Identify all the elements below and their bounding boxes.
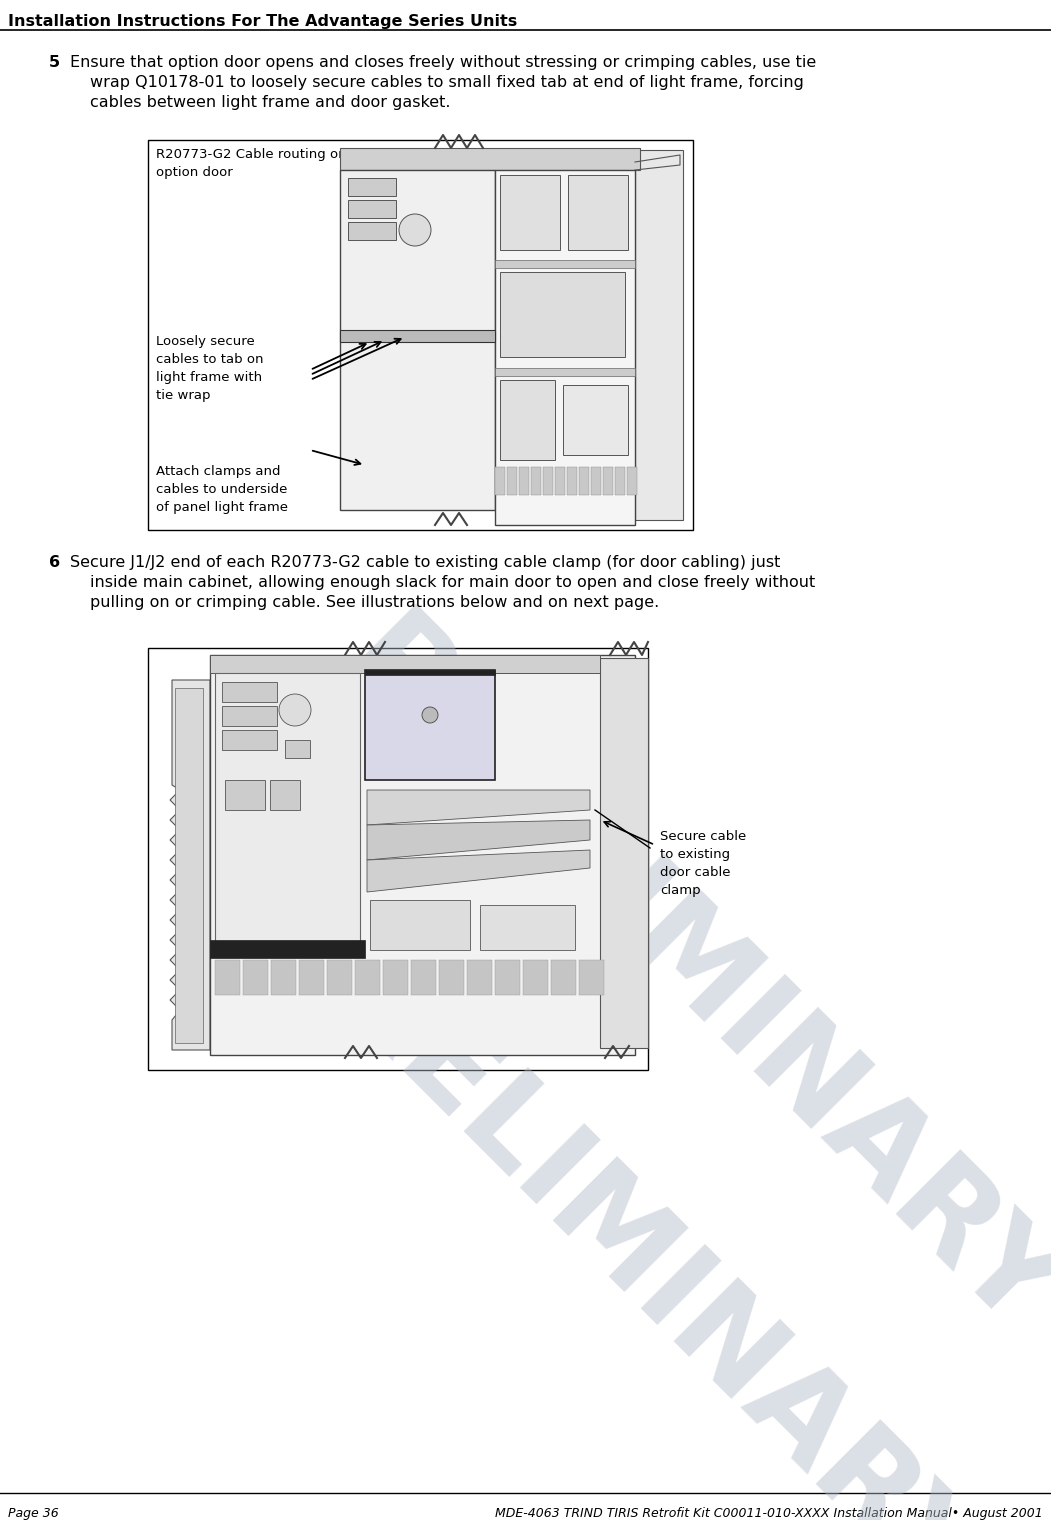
Text: Ensure that option door opens and closes freely without stressing or crimping ca: Ensure that option door opens and closes… (70, 55, 817, 70)
Bar (467, 961, 492, 996)
Bar (298, 961, 324, 996)
Bar (370, 900, 470, 950)
Bar (495, 260, 635, 268)
Bar (222, 682, 277, 702)
Bar (523, 961, 548, 996)
Bar (210, 655, 600, 673)
Bar (495, 467, 504, 496)
Bar (555, 467, 565, 496)
Bar (495, 368, 635, 375)
Bar (507, 467, 517, 496)
Circle shape (279, 695, 311, 727)
Bar (365, 670, 495, 675)
Bar (243, 961, 268, 996)
Text: inside main cabinet, allowing enough slack for main door to open and close freel: inside main cabinet, allowing enough sla… (90, 575, 816, 590)
Bar (568, 175, 628, 249)
Bar (591, 467, 601, 496)
Text: PRELIMINARY: PRELIMINARY (321, 600, 1051, 1359)
Text: 6: 6 (49, 555, 60, 570)
Bar (210, 655, 635, 1055)
Bar (495, 170, 635, 524)
Bar (215, 961, 240, 996)
Bar (341, 170, 495, 511)
Polygon shape (367, 850, 590, 892)
Bar (500, 175, 560, 249)
Bar (341, 147, 640, 170)
Bar (222, 705, 277, 727)
Bar (500, 380, 555, 461)
Bar (627, 467, 637, 496)
Bar (439, 961, 463, 996)
Text: Page 36: Page 36 (8, 1506, 59, 1520)
Text: Secure cable
to existing
door cable
clamp: Secure cable to existing door cable clam… (660, 830, 746, 897)
Bar (222, 730, 277, 749)
Bar (551, 961, 576, 996)
Polygon shape (170, 679, 210, 1050)
Bar (348, 201, 396, 217)
Bar (348, 178, 396, 196)
Bar (635, 150, 683, 520)
Text: cables between light frame and door gasket.: cables between light frame and door gask… (90, 94, 451, 109)
Text: R20773-G2 Cable routing on
option door: R20773-G2 Cable routing on option door (156, 147, 347, 179)
Text: PRELIMINARY: PRELIMINARY (241, 871, 1000, 1520)
Text: Secure J1/J2 end of each R20773-G2 cable to existing cable clamp (for door cabli: Secure J1/J2 end of each R20773-G2 cable… (70, 555, 781, 570)
Bar (341, 330, 495, 342)
Bar (210, 939, 365, 958)
Bar (603, 467, 613, 496)
Bar (215, 673, 360, 942)
Text: Installation Instructions For The Advantage Series Units: Installation Instructions For The Advant… (8, 14, 517, 29)
Bar (519, 467, 529, 496)
Bar (600, 658, 648, 1047)
Bar (383, 961, 408, 996)
Bar (355, 961, 380, 996)
Bar (579, 961, 604, 996)
Text: 5: 5 (49, 55, 60, 70)
Bar (480, 904, 575, 950)
Bar (411, 961, 436, 996)
Bar (531, 467, 541, 496)
Bar (365, 670, 495, 780)
Bar (563, 385, 628, 454)
Bar (543, 467, 553, 496)
Bar (615, 467, 625, 496)
Bar (285, 740, 310, 758)
Bar (495, 961, 520, 996)
Polygon shape (367, 790, 590, 825)
Bar (566, 467, 577, 496)
Text: pulling on or crimping cable. See illustrations below and on next page.: pulling on or crimping cable. See illust… (90, 594, 659, 610)
Bar (270, 780, 300, 810)
Polygon shape (367, 819, 590, 860)
Text: wrap Q10178-01 to loosely secure cables to small fixed tab at end of light frame: wrap Q10178-01 to loosely secure cables … (90, 74, 804, 90)
Bar (579, 467, 589, 496)
Bar (148, 140, 693, 530)
Text: Loosely secure
cables to tab on
light frame with
tie wrap: Loosely secure cables to tab on light fr… (156, 334, 264, 401)
Bar (271, 961, 296, 996)
Circle shape (423, 707, 438, 724)
Bar (225, 780, 265, 810)
Text: Attach clamps and
cables to underside
of panel light frame: Attach clamps and cables to underside of… (156, 465, 288, 514)
Bar (148, 648, 648, 1070)
Text: MDE-4063 TRIND TIRIS Retrofit Kit C00011-010-XXXX Installation Manual• August 20: MDE-4063 TRIND TIRIS Retrofit Kit C00011… (495, 1506, 1043, 1520)
Bar (176, 689, 203, 1043)
Bar (500, 272, 625, 357)
Bar (327, 961, 352, 996)
Circle shape (399, 214, 431, 246)
Bar (348, 222, 396, 240)
